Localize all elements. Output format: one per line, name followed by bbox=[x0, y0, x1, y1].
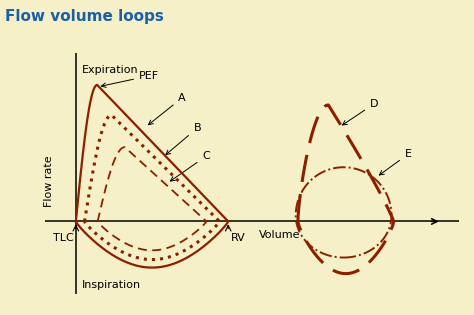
Text: C: C bbox=[171, 151, 210, 181]
Text: Volume: Volume bbox=[259, 230, 300, 240]
Text: Flow rate: Flow rate bbox=[44, 156, 54, 207]
Text: TLC: TLC bbox=[53, 233, 73, 243]
Text: B: B bbox=[166, 123, 201, 155]
Text: E: E bbox=[379, 149, 411, 175]
Text: Flow volume loops: Flow volume loops bbox=[5, 9, 164, 25]
Text: Inspiration: Inspiration bbox=[82, 280, 141, 290]
Text: D: D bbox=[343, 99, 378, 125]
Text: RV: RV bbox=[230, 233, 245, 243]
Text: A: A bbox=[148, 93, 186, 125]
Text: Expiration: Expiration bbox=[82, 65, 139, 75]
Text: PEF: PEF bbox=[101, 71, 159, 87]
